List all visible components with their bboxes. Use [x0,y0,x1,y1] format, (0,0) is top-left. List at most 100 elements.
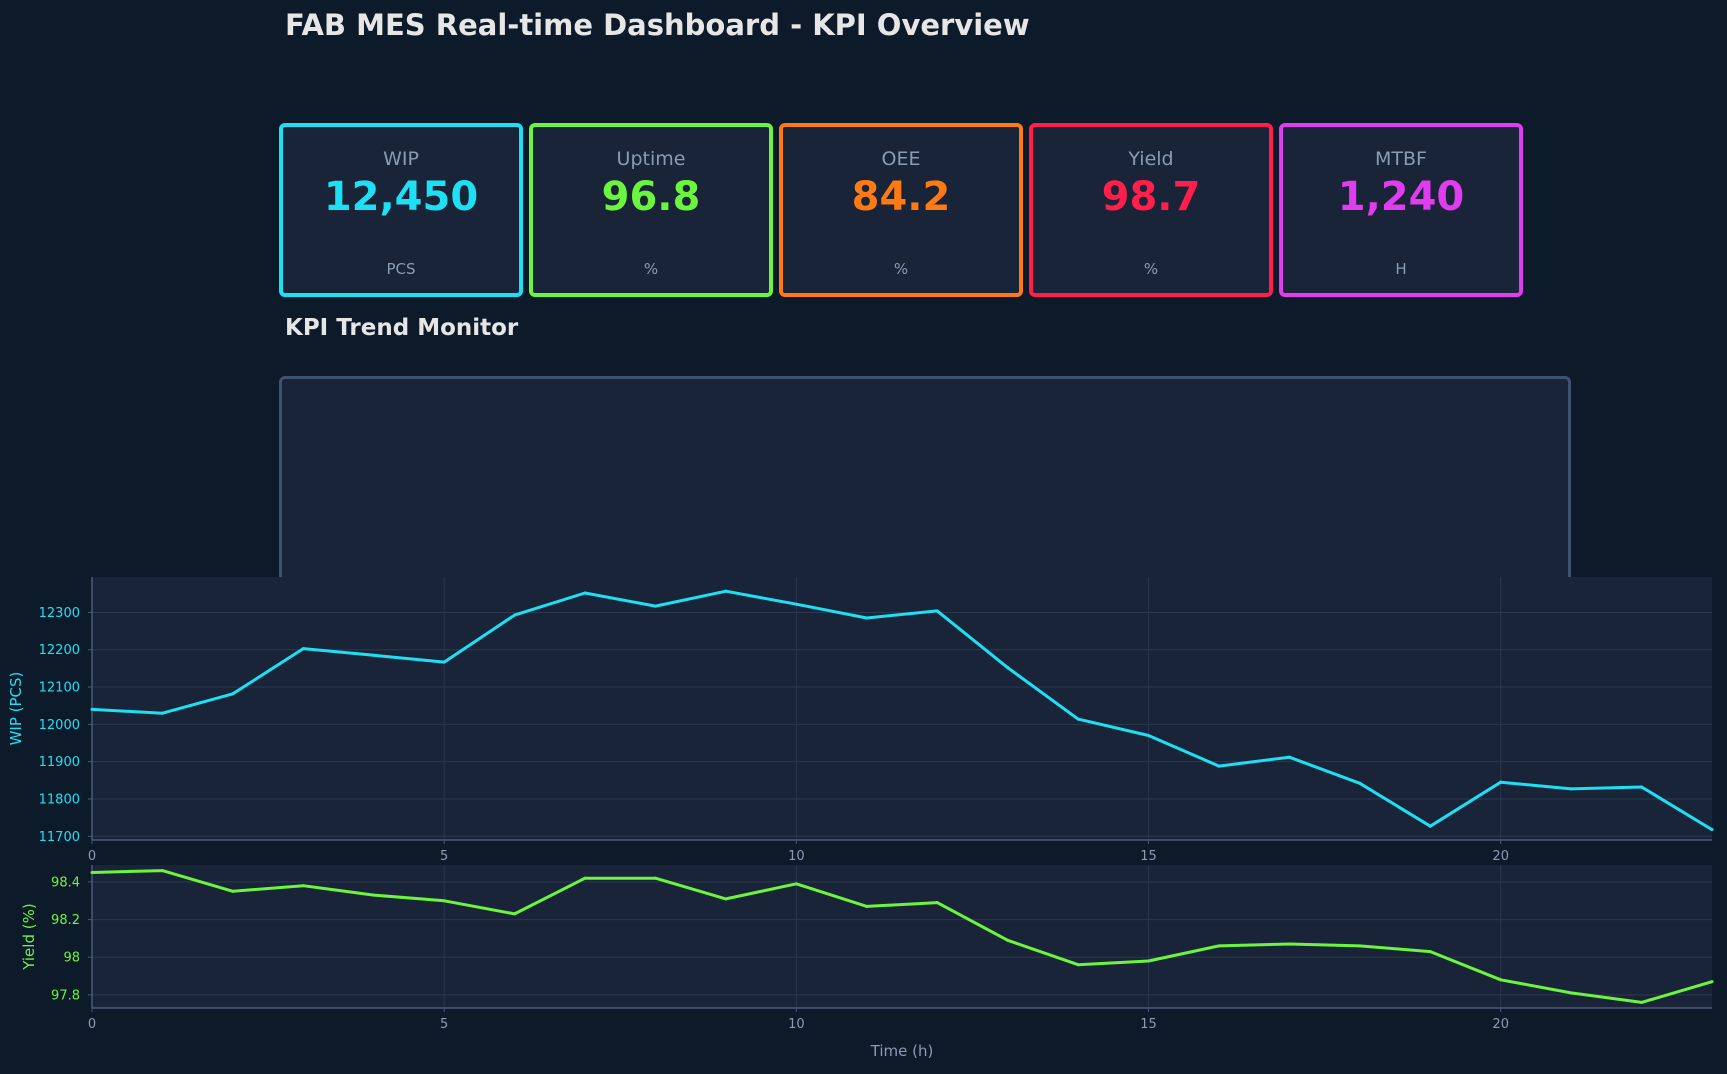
y-tick-label: 12000 [39,718,80,733]
x-tick-label: 15 [1140,849,1157,864]
y-tick-label: 11700 [39,830,80,845]
data-point [513,912,517,916]
kpi-card-oee[interactable]: OEE 84.2 % [779,123,1023,297]
data-point [865,616,869,620]
data-point [1287,942,1291,946]
data-point [1358,944,1362,948]
data-point [1358,781,1362,785]
data-point [935,901,939,905]
kpi-value: 12,450 [323,174,479,220]
section-title: KPI Trend Monitor [285,315,519,341]
data-point [372,893,376,897]
kpi-label: OEE [881,148,921,170]
kpi-card-wip[interactable]: WIP 12,450 PCS [279,123,523,297]
data-point [160,711,164,715]
data-point [1287,755,1291,759]
data-point [794,882,798,886]
y-axis-label: WIP (PCS) [7,672,25,746]
data-point [865,904,869,908]
kpi-card-uptime[interactable]: Uptime 96.8 % [529,123,773,297]
kpi-value: 84.2 [851,174,951,220]
data-point [513,613,517,617]
data-point [90,871,94,875]
data-point [935,609,939,613]
kpi-value: 1,240 [1337,174,1465,220]
kpi-unit: % [893,260,909,278]
data-point [1569,787,1573,791]
data-point [301,647,305,651]
data-point [1428,824,1432,828]
data-point [442,899,446,903]
plot-area [92,577,1712,840]
x-tick-label: 10 [788,1017,805,1032]
kpi-card-mtbf[interactable]: MTBF 1,240 H [1279,123,1523,297]
data-point [583,876,587,880]
page-title: FAB MES Real-time Dashboard - KPI Overvi… [285,8,1030,42]
data-point [724,897,728,901]
y-tick-label: 12100 [39,681,80,696]
data-point [90,707,94,711]
y-tick-label: 98.2 [51,913,80,928]
kpi-unit: PCS [386,260,416,278]
data-point [231,692,235,696]
data-point [1076,717,1080,721]
y-tick-label: 97.8 [51,988,80,1003]
x-axis-label: Time (h) [870,1042,934,1060]
kpi-label: MTBF [1375,148,1427,170]
data-point [724,589,728,593]
y-axis-label: Yield (%) [20,903,38,970]
data-point [301,884,305,888]
data-point [1147,959,1151,963]
data-point [1217,944,1221,948]
x-tick-label: 15 [1140,1017,1157,1032]
data-point [442,660,446,664]
data-point [1006,666,1010,670]
kpi-card-yield[interactable]: Yield 98.7 % [1029,123,1273,297]
data-point [653,604,657,608]
y-tick-label: 11900 [39,755,80,770]
y-tick-label: 11800 [39,792,80,807]
kpi-unit: H [1395,260,1407,278]
trend-panel [279,376,1571,586]
data-point [653,876,657,880]
x-tick-label: 5 [440,1017,448,1032]
x-tick-label: 20 [1492,1017,1509,1032]
data-point [1640,1000,1644,1004]
series-line [91,589,1713,831]
x-tick-label: 5 [440,849,448,864]
plot-area [92,865,1712,1008]
data-point [794,602,798,606]
data-point [1428,950,1432,954]
data-point [1499,780,1503,784]
kpi-unit: % [1143,260,1159,278]
x-tick-label: 10 [788,849,805,864]
data-point [1147,734,1151,738]
data-point [231,889,235,893]
kpi-label: Uptime [616,148,686,170]
data-point [1569,991,1573,995]
series-line [91,869,1713,1004]
kpi-value: 98.7 [1101,174,1201,220]
kpi-value: 96.8 [601,174,701,220]
kpi-unit: % [643,260,659,278]
data-point [1076,963,1080,967]
x-tick-label: 0 [88,1017,96,1032]
data-point [1006,938,1010,942]
y-tick-label: 98.4 [51,875,80,890]
y-tick-label: 98 [63,951,80,966]
data-point [583,591,587,595]
data-point [160,869,164,873]
data-point [1499,978,1503,982]
data-point [1710,980,1714,984]
data-point [372,653,376,657]
kpi-label: Yield [1128,148,1174,170]
data-point [1640,785,1644,789]
x-tick-label: 0 [88,849,96,864]
y-tick-label: 12300 [39,606,80,621]
data-point [1710,828,1714,832]
y-tick-label: 12200 [39,643,80,658]
kpi-label: WIP [383,148,419,170]
x-tick-label: 20 [1492,849,1509,864]
data-point [1217,764,1221,768]
